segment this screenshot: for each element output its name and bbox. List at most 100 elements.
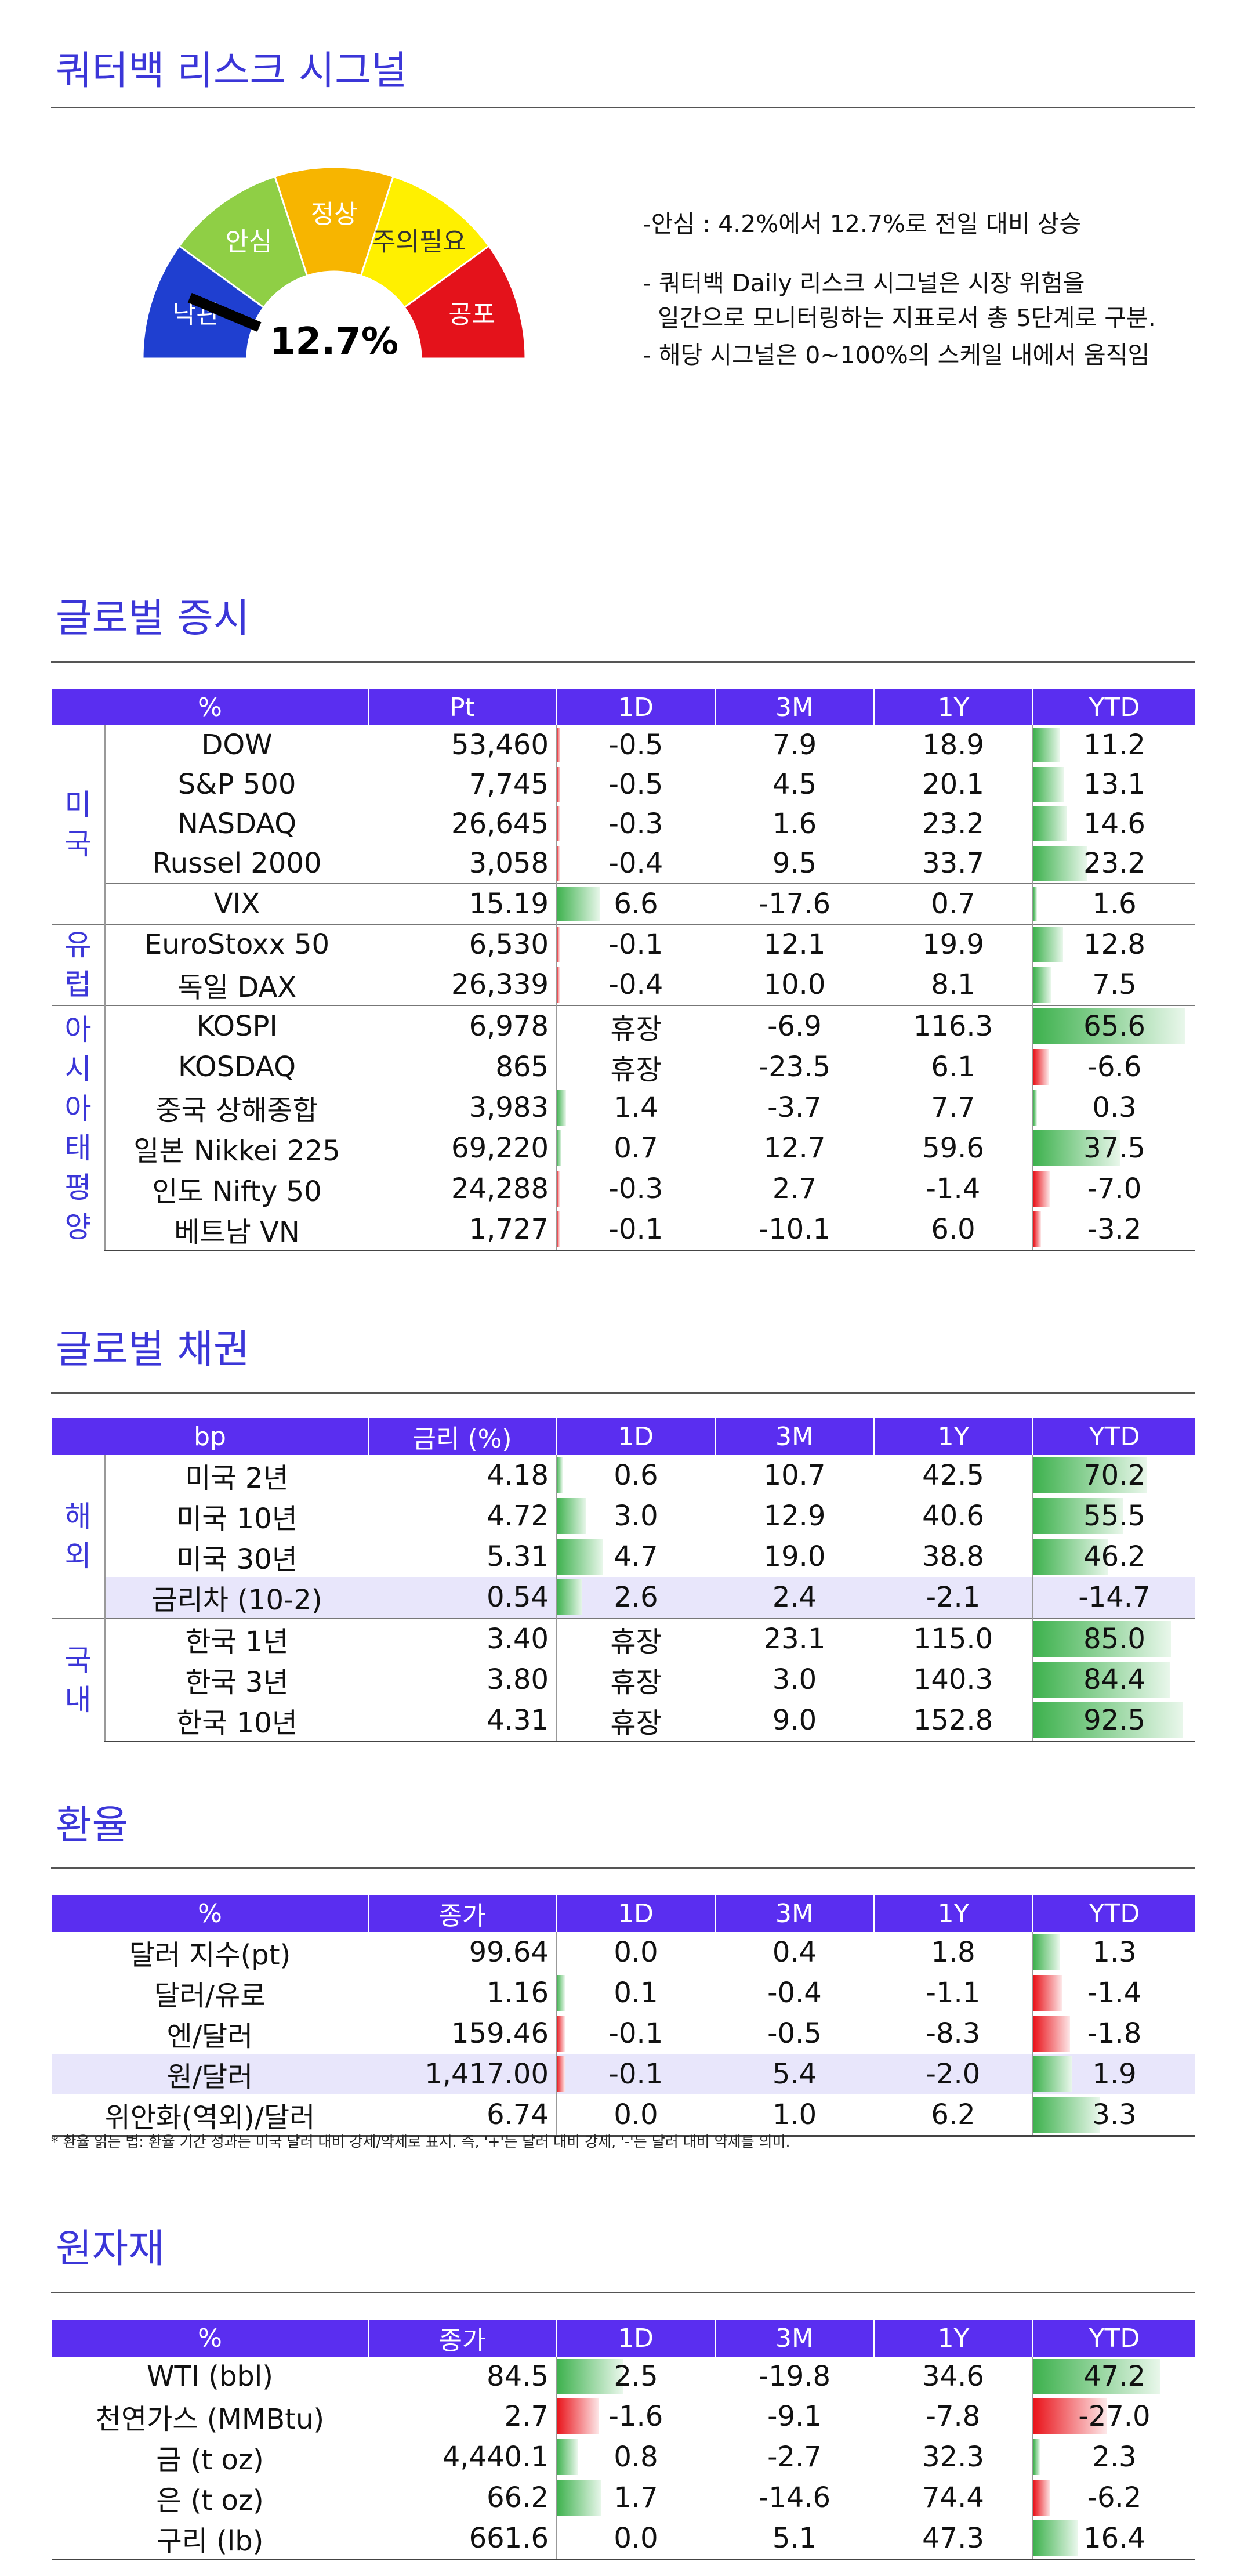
data-bar — [1033, 1539, 1195, 1575]
column-header: YTD — [1032, 1418, 1196, 1455]
cell-value: -1.4 — [1087, 1977, 1142, 2009]
cell-1y: 116.3 — [874, 1005, 1033, 1047]
table-row: 인도 Nifty 50 24,288 -0.3 2.7 -1.4 -7.0 — [52, 1168, 1195, 1209]
column-header: Pt — [368, 689, 556, 725]
row-value: 6,530 — [368, 924, 557, 964]
cell-3m: 3.0 — [772, 1663, 817, 1696]
row-value: 69,220 — [368, 1128, 557, 1168]
row-label: 천연가스 (MMBtu) — [95, 2403, 325, 2436]
row-label: 일본 Nikkei 225 — [133, 1135, 340, 1167]
row-value: 6,978 — [368, 1005, 557, 1047]
table-row: 은 (t oz) 66.2 1.7 -14.6 74.4 -6.2 — [52, 2477, 1195, 2518]
cell-value: -0.3 — [608, 808, 663, 840]
row-label: 구리 (lb) — [52, 2518, 368, 2560]
cell-value: 13.1 — [1083, 768, 1145, 801]
cell-value: 휴장 — [610, 1626, 662, 1658]
data-bar — [557, 1130, 715, 1166]
data-bar — [1033, 967, 1195, 1003]
bonds-title: 글로벌 채권 — [56, 1327, 250, 1373]
row-value: 2.7 — [368, 2396, 557, 2437]
cell-1y: 0.7 — [874, 883, 1033, 924]
row-value: 4.18 — [368, 1455, 557, 1496]
cell-value: 1.6 — [1092, 888, 1137, 920]
row-label: 달러/유로 — [154, 1980, 266, 2012]
column-header: 1D — [556, 689, 715, 725]
cell-3m: 23.1 — [715, 1618, 875, 1659]
row-label: 한국 10년 — [105, 1700, 369, 1742]
cell-3m: 12.9 — [763, 1500, 826, 1532]
data-bar — [1033, 1457, 1195, 1493]
table-row: 일본 Nikkei 225 69,220 0.7 12.7 59.6 37.5 — [52, 1128, 1195, 1168]
section-divider — [51, 661, 1195, 663]
row-value: 26,645 — [368, 804, 557, 844]
cell-3m: 0.4 — [772, 1936, 817, 1969]
data-bar — [557, 967, 715, 1003]
column-header: 1Y — [873, 2320, 1033, 2357]
row-label: 미국 2년 — [185, 1462, 289, 1495]
row-value: 3,058 — [368, 844, 557, 884]
table-row: 미국 30년 5.31 4.7 19.0 38.8 46.2 — [52, 1536, 1196, 1577]
cell-value: 85.0 — [1083, 1623, 1145, 1655]
cell-3m: 2.7 — [772, 1173, 817, 1205]
row-value: 26,339 — [368, 964, 557, 1005]
cell-3m: 10.0 — [763, 968, 826, 1001]
cell-value: 37.5 — [1083, 1132, 1145, 1164]
data-bar — [557, 1498, 715, 1534]
row-label: KOSDAQ — [178, 1051, 296, 1083]
section-divider — [51, 1392, 1195, 1394]
table-row: 한국 10년 4.31 휴장 9.0 152.8 92.5 — [52, 1700, 1196, 1742]
table-row: 아 시 아 태 평 양 KOSPI 6,978 휴장 -6.9 116.3 65.6 — [52, 1005, 1195, 1251]
cell-3m: 5.1 — [715, 2518, 874, 2560]
row-label: DOW — [201, 729, 273, 761]
cell-3m: -2.7 — [767, 2441, 822, 2473]
group-label: 국 내 — [52, 1618, 106, 1742]
row-value: 5.31 — [368, 1536, 557, 1577]
column-header: % — [51, 2320, 368, 2357]
column-header: 3M — [715, 1418, 875, 1455]
data-bar — [557, 767, 715, 802]
cell-3m: -0.5 — [767, 2017, 822, 2050]
column-header: 1D — [556, 1418, 716, 1455]
data-bar — [557, 927, 715, 962]
row-value: 4.31 — [368, 1700, 557, 1742]
column-header: YTD — [1032, 1895, 1195, 1932]
row-value: 24,288 — [368, 1168, 557, 1209]
row-label: 금 (t oz) — [156, 2444, 264, 2476]
cell-3m: 2.4 — [715, 1577, 875, 1618]
cell-value: -0.5 — [608, 768, 663, 801]
column-header: bp — [50, 1418, 369, 1455]
commodities-title: 원자재 — [56, 2226, 165, 2272]
data-bar — [1033, 1049, 1195, 1085]
data-bar — [557, 2359, 715, 2394]
table-row: NASDAQ 26,645 -0.3 1.6 23.2 14.6 — [52, 804, 1195, 844]
cell-1y: 7.7 — [931, 1091, 975, 1124]
cell-1y: -2.1 — [874, 1577, 1033, 1618]
row-label: 달러 지수(pt) — [129, 1939, 291, 1971]
row-value: 7,745 — [368, 765, 557, 804]
cell-1y: 140.3 — [913, 1663, 993, 1696]
signal-note-1: -안심 : 4.2%에서 12.7%로 전일 대비 상승 — [643, 210, 1082, 238]
cell-value: 47.2 — [1083, 2360, 1145, 2393]
column-header: 3M — [715, 2320, 874, 2357]
cell-1y: 34.6 — [922, 2360, 984, 2393]
gauge-label-4: 주의필요 — [372, 227, 466, 257]
row-label: 은 (t oz) — [156, 2484, 264, 2517]
cell-value: 84.4 — [1083, 1663, 1145, 1696]
group-label: 아 시 아 태 평 양 — [52, 1005, 106, 1251]
cell-3m: -19.8 — [758, 2360, 831, 2393]
cell-value: 70.2 — [1083, 1459, 1145, 1492]
cell-value: 휴장 — [610, 1666, 662, 1699]
data-bar — [1033, 2439, 1195, 2475]
row-label: 미국 30년 — [176, 1543, 298, 1576]
data-bar — [557, 2439, 715, 2475]
data-bar — [1033, 1211, 1195, 1247]
group-label: 미 국 — [52, 725, 106, 924]
cell-3m: 19.0 — [763, 1540, 826, 1573]
data-bar — [1033, 767, 1195, 802]
cell-value: 14.6 — [1083, 808, 1145, 840]
data-bar — [557, 2398, 715, 2434]
row-label: EuroStoxx 50 — [105, 924, 368, 964]
column-header: 1Y — [873, 1895, 1033, 1932]
cell-1y: 59.6 — [922, 1132, 984, 1164]
